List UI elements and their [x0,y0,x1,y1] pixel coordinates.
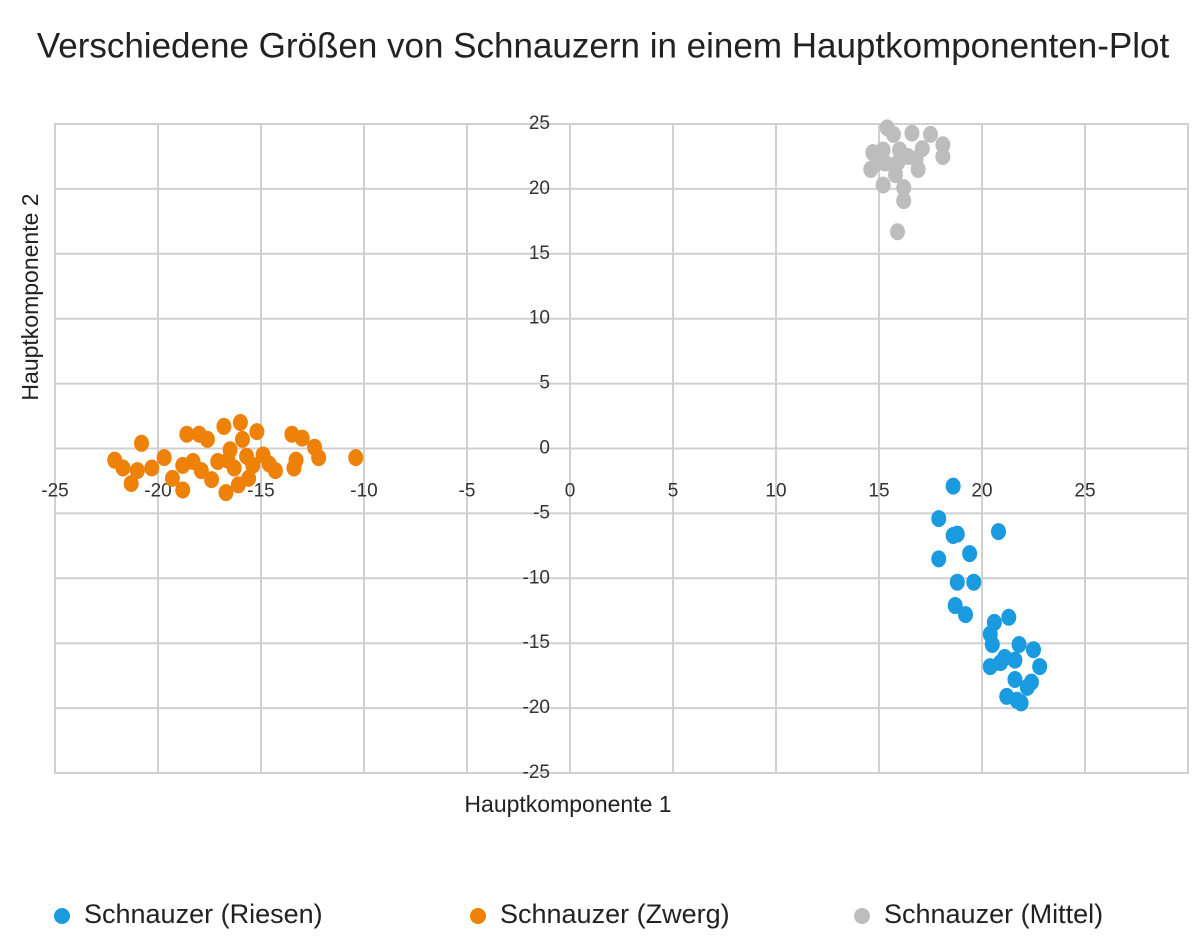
point [164,469,180,487]
point [1011,635,1027,653]
legend-label: Schnauzer (Mittel) [884,899,1103,929]
y-tick-label: -5 [533,502,550,523]
legend: Schnauzer (Riesen) Schnauzer (Zwerg) Schna… [54,899,1103,929]
grid: -25 -20 -15 -10 -5 0 5 10 15 20 25 -25 -20 -15 -10 -5 0 5… [41,113,1189,783]
y-tick-label: -25 [523,762,550,783]
x-tick-label: 25 [1074,481,1095,502]
point [193,462,209,480]
point [875,141,891,159]
point [1007,651,1023,669]
x-tick-label: 10 [765,481,786,502]
point [993,654,1009,672]
x-tick-label: 20 [971,481,992,502]
point [245,456,261,474]
point [115,459,131,477]
point [249,423,265,441]
x-axis-label: Hauptkomponente 1 [464,791,671,817]
point [966,573,982,591]
x-tick-label: 0 [565,481,576,502]
point [134,434,150,452]
point [218,484,234,502]
point [935,147,951,165]
point [1007,671,1023,689]
y-tick-label: -10 [523,567,550,588]
point [1013,694,1029,712]
y-tick-label: 5 [539,373,550,394]
point [204,471,220,489]
point [234,430,250,448]
point [232,414,248,432]
point [947,597,963,615]
point [945,477,961,495]
point [230,476,246,494]
point [885,125,901,143]
point [923,125,938,143]
point [199,430,215,448]
point [887,166,903,184]
point [984,635,1000,653]
y-tick-label: 20 [529,178,550,199]
point [931,550,947,568]
point [890,223,906,241]
point [123,475,139,493]
point [931,510,947,528]
y-tick-label: 25 [529,113,550,134]
x-tick-label: 15 [868,481,889,502]
point [949,573,965,591]
legend-label: Schnauzer (Zwerg) [500,899,730,929]
y-tick-label: 15 [529,243,550,264]
y-axis-label: Hauptkomponente 2 [17,193,43,400]
x-tick-label: 5 [668,481,679,502]
legend-marker [470,908,486,924]
point [935,136,951,154]
point [962,545,978,563]
point [908,150,924,168]
point [896,192,912,210]
point [179,425,195,443]
x-tick-label: -5 [459,481,476,502]
point [267,462,283,480]
point [294,429,310,447]
y-tick-label: 0 [539,438,550,459]
x-tick-label: -20 [144,481,171,502]
point [896,179,912,197]
point [144,459,160,477]
point [220,451,236,469]
legend-label: Schnauzer (Riesen) [84,899,323,929]
point [156,449,172,467]
x-tick-label: -10 [350,481,377,502]
point [216,417,232,435]
point [286,459,302,477]
point [869,154,885,172]
y-tick-label: -20 [523,697,550,718]
point [1032,658,1048,676]
point [311,449,327,467]
point [175,481,191,499]
point [1001,608,1017,626]
point [990,523,1006,541]
x-tick-label: -25 [41,481,68,502]
point [904,124,920,142]
point [129,462,145,480]
point [958,606,974,624]
legend-marker [54,908,70,924]
point [1026,641,1041,659]
point [1023,673,1039,691]
point [348,449,364,467]
legend-marker [854,908,870,924]
point [949,525,965,543]
y-tick-label: 10 [529,308,550,329]
x-tick-label: -15 [247,481,274,502]
points [107,119,1048,712]
point [875,176,891,194]
y-tick-label: -15 [523,632,550,653]
chart-title: Verschiedene Größen von Schnauzern in ei… [37,26,1170,65]
